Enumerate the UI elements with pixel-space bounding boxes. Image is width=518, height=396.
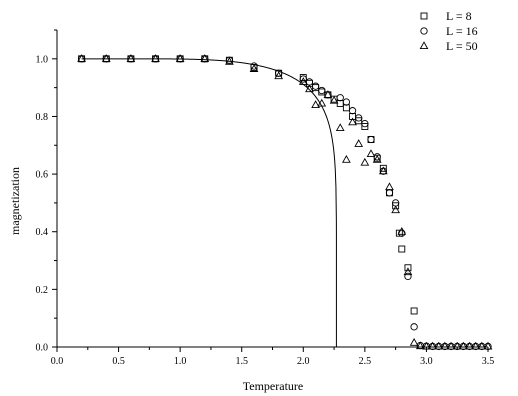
data-point-triangle (415, 341, 425, 350)
data-point-triangle (422, 341, 431, 350)
data-point-circle (385, 189, 394, 197)
data-point-circle (336, 94, 344, 102)
data-point-triangle (200, 54, 210, 62)
data-point-circle (398, 229, 406, 237)
data-point-triangle (249, 64, 259, 72)
data-point-square (342, 104, 350, 112)
data-point-triangle (305, 84, 314, 93)
data-point-triangle (459, 341, 468, 350)
data-point-triangle (329, 95, 339, 104)
legend-label: L = 8 (446, 9, 472, 23)
data-point-triangle (385, 182, 394, 191)
data-point-triangle (317, 98, 327, 107)
data-point-triangle (391, 205, 401, 214)
data-point-circle (311, 82, 320, 90)
legend-label: L = 50 (446, 39, 478, 53)
x-tick-label: 2.0 (297, 356, 310, 367)
data-point-triangle (465, 341, 474, 350)
data-point-circle (275, 69, 283, 77)
legend-label: L = 16 (446, 24, 478, 38)
data-point-triangle (101, 54, 111, 62)
data-point-circle (305, 78, 314, 86)
data-point-triangle (175, 54, 185, 62)
data-point-triangle (274, 71, 284, 80)
data-point-triangle (409, 337, 419, 346)
axes: 0.0 0.5 1.0 1.5 2.0 2.5 3.0 3.5 0.0 0.2 0.4 0.6 0.8 1… (36, 29, 495, 367)
data-point-circle (367, 135, 375, 144)
data-point-triangle (323, 90, 333, 98)
data-point-triangle (348, 117, 357, 126)
legend-marker-square (420, 12, 428, 20)
theory-curve (81, 58, 337, 347)
x-tick-label: 0.0 (51, 356, 64, 367)
data-point-triangle (335, 123, 345, 132)
data-point-square (395, 229, 403, 237)
data-point-square (355, 117, 363, 125)
x-tick-label: 3.0 (420, 356, 433, 367)
x-tick-label: 1.5 (235, 356, 248, 367)
data-point-triangle (126, 54, 136, 62)
data-point-triangle (151, 54, 160, 62)
data-point-triangle (378, 166, 388, 175)
data-point-square (379, 164, 387, 172)
data-point-circle (410, 323, 418, 331)
data-point-circle (342, 98, 351, 106)
x-tick-label: 2.5 (359, 356, 372, 367)
data-point-circle (355, 114, 363, 122)
x-tick-label: 0.5 (112, 356, 125, 367)
data-point-triangle (342, 154, 351, 163)
y-tick-label: 0.8 (36, 112, 49, 123)
data-point-circle (318, 86, 326, 95)
legend: L = 8L = 16L = 50 (419, 9, 478, 53)
data-points (77, 54, 493, 351)
data-point-triangle (403, 267, 413, 276)
data-point-triangle (471, 341, 481, 350)
x-tick-label: 3.5 (482, 356, 495, 367)
data-point-circle (404, 272, 412, 281)
x-axis-title: Temperature (243, 379, 303, 393)
y-tick-label: 0.2 (36, 285, 49, 296)
data-point-triangle (434, 341, 444, 350)
y-axis-title: magnetization (8, 167, 22, 235)
theory-line (81, 58, 337, 347)
data-point-triangle (77, 54, 86, 62)
data-point-triangle (397, 227, 407, 235)
data-point-triangle (366, 149, 376, 157)
data-point-triangle (372, 154, 382, 163)
data-point-triangle (225, 56, 234, 65)
data-point-triangle (354, 139, 364, 147)
data-point-circle (250, 62, 258, 70)
data-point-triangle (446, 341, 456, 350)
data-point-triangle (483, 341, 493, 350)
y-tick-label: 1.0 (36, 54, 49, 65)
data-point-square (410, 307, 418, 315)
y-tick-label: 0.0 (36, 343, 49, 354)
data-point-triangle (360, 157, 370, 166)
data-point-square (404, 264, 412, 272)
data-point-circle (348, 107, 357, 115)
data-point-square (398, 245, 406, 253)
data-point-triangle (440, 341, 450, 350)
legend-marker-circle (420, 27, 428, 35)
data-point-square (361, 123, 369, 130)
y-tick-label: 0.6 (36, 170, 49, 181)
data-point-triangle (477, 341, 487, 350)
data-point-triangle (428, 341, 437, 350)
data-point-triangle (452, 341, 462, 350)
data-point-circle (361, 120, 369, 128)
data-point-triangle (298, 77, 308, 85)
data-point-circle (299, 75, 307, 83)
data-point-square (392, 202, 400, 210)
data-point-triangle (311, 100, 320, 108)
x-tick-label: 1.0 (174, 356, 187, 367)
legend-marker-triangle (419, 41, 429, 50)
y-tick-label: 0.4 (36, 227, 49, 238)
